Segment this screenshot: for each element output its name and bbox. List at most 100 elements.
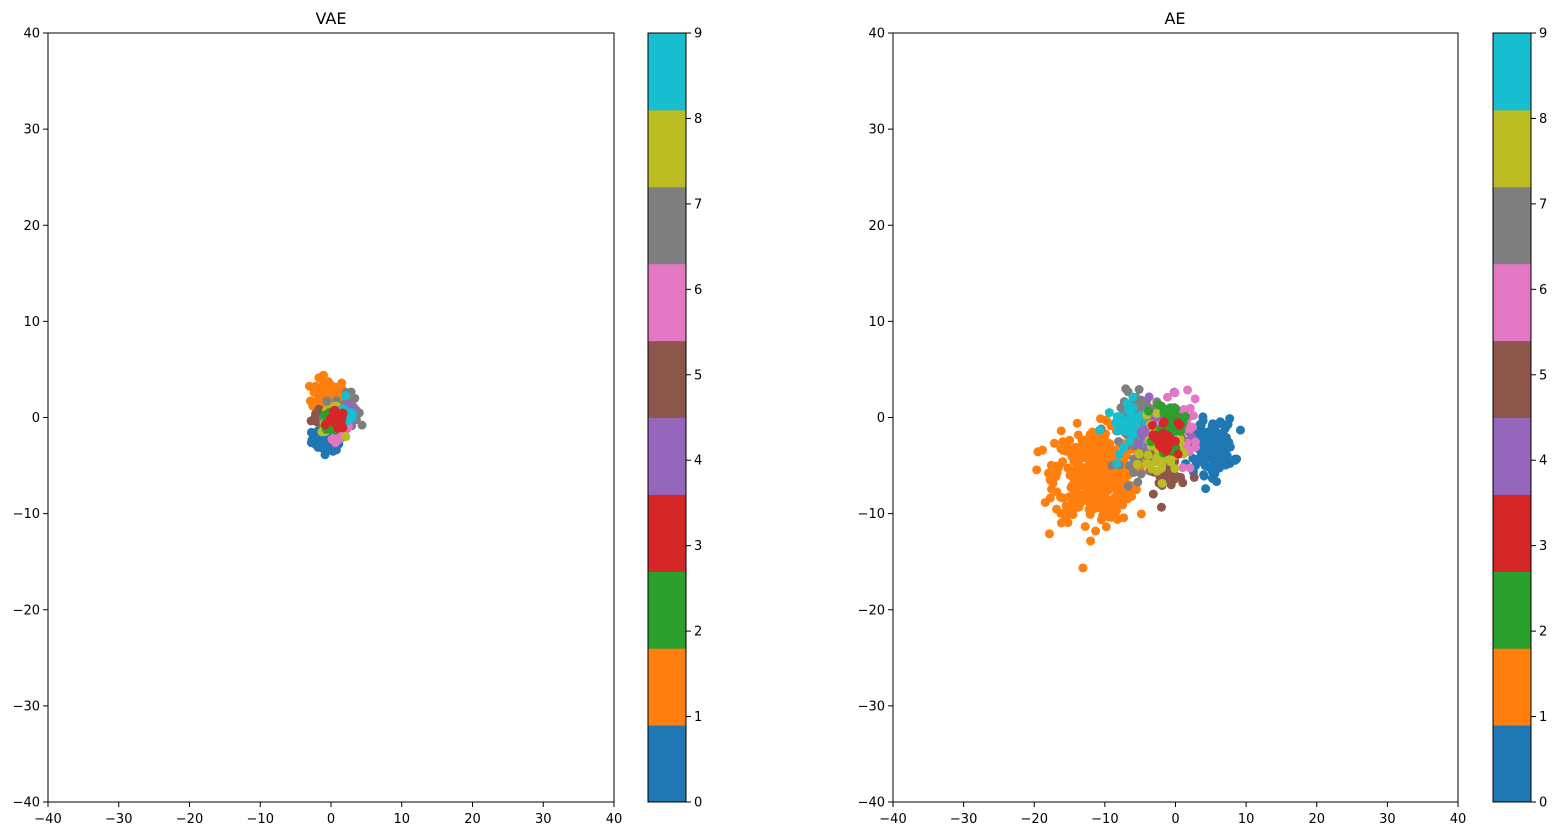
ae-x-tick-label: 30 [1379, 812, 1396, 827]
ae-point-class-1 [1112, 496, 1122, 506]
ae-colorbar-tick-label: 9 [1539, 27, 1547, 42]
ae-point-class-9 [1128, 429, 1138, 439]
ae-point-class-1 [1119, 513, 1129, 523]
vae-point-class-1 [304, 381, 314, 391]
vae-colorbar-segment-4 [648, 417, 686, 495]
ae-point-class-0 [1223, 419, 1233, 429]
ae-point-class-8 [1134, 449, 1144, 459]
ae-colorbar-segment-0 [1493, 725, 1531, 803]
vae-point-class-8 [341, 432, 351, 442]
ae-colorbar-tick-label: 5 [1539, 368, 1547, 383]
ae-point-class-6 [1170, 388, 1180, 398]
ae-point-class-1 [1100, 490, 1110, 500]
vae-point-class-1 [314, 373, 324, 383]
ae-point-class-6 [1178, 463, 1188, 473]
vae-colorbar-tick-label: 3 [694, 539, 702, 554]
ae-point-class-1 [1099, 446, 1109, 456]
ae-y-tick-label: 0 [877, 411, 885, 426]
ae-point-class-5 [1169, 474, 1179, 484]
ae-point-class-1 [1066, 482, 1076, 492]
vae-scatter-panel: VAE −40 −30 −20 −10 0 10 20 30 40 −40−30−20−1001… [13, 9, 703, 827]
vae-colorbar-segment-3 [648, 494, 686, 572]
ae-y-tick-label: 40 [868, 27, 885, 42]
ae-point-class-0 [1216, 453, 1226, 463]
ae-point-class-0 [1199, 470, 1209, 480]
vae-colorbar-tick-label: 1 [694, 710, 702, 725]
ae-point-class-6 [1190, 394, 1200, 404]
ae-point-class-1 [1065, 470, 1075, 480]
vae-x-tick-label: 20 [464, 812, 481, 827]
ae-colorbar-tick-label: 7 [1539, 197, 1547, 212]
ae-point-class-9 [1114, 449, 1124, 459]
ae-y-tick-label: −10 [858, 507, 885, 522]
vae-colorbar-segment-8 [648, 109, 686, 188]
ae-point-class-0 [1211, 434, 1221, 444]
vae-point-class-3 [330, 410, 340, 420]
vae-colorbar-segment-0 [648, 725, 686, 803]
vae-colorbar-tick-label: 8 [694, 112, 702, 127]
ae-point-class-3 [1162, 445, 1172, 455]
ae-point-class-1 [1058, 457, 1068, 467]
ae-colorbar-tick-label: 1 [1539, 710, 1547, 725]
vae-point-class-7 [357, 420, 367, 430]
ae-point-class-9 [1123, 405, 1133, 415]
ae-point-class-2 [1144, 406, 1154, 416]
ae-point-class-1 [1056, 426, 1066, 436]
ae-point-class-1 [1049, 438, 1059, 448]
ae-point-class-8 [1147, 464, 1157, 474]
ae-y-axis: −40 −30 −20 −10 0 10 20 30 40 [858, 27, 893, 811]
ae-point-class-4 [1140, 425, 1150, 435]
ae-point-class-1 [1065, 435, 1075, 445]
ae-point-class-5 [1148, 489, 1158, 499]
ae-point-class-3 [1173, 449, 1183, 459]
ae-point-class-7 [1134, 385, 1144, 394]
ae-point-class-6 [1185, 463, 1195, 473]
ae-x-tick-label: −30 [950, 812, 977, 827]
ae-point-class-1 [1038, 445, 1048, 455]
vae-colorbar-tick-label: 2 [694, 625, 702, 640]
ae-point-class-0 [1197, 456, 1207, 466]
ae-point-class-1 [1064, 492, 1074, 502]
ae-point-class-5 [1178, 478, 1188, 488]
ae-point-class-1 [1078, 563, 1088, 573]
ae-x-axis: −40 −30 −20 −10 0 10 20 30 40 [879, 802, 1466, 827]
ae-colorbar-tick-label: 0 [1539, 796, 1547, 811]
vae-x-axis: −40 −30 −20 −10 0 10 20 30 40 [34, 802, 622, 827]
ae-point-class-3 [1170, 436, 1180, 446]
ae-point-class-1 [1044, 529, 1054, 539]
ae-colorbar-segment-6 [1493, 263, 1531, 342]
ae-x-tick-label: 40 [1450, 812, 1467, 827]
vae-colorbar-segment-5 [648, 340, 686, 418]
ae-colorbar-segment-9 [1493, 33, 1531, 111]
ae-point-class-3 [1175, 420, 1185, 430]
vae-title: VAE [316, 9, 347, 28]
ae-point-class-0 [1201, 440, 1211, 450]
ae-point-class-3 [1147, 420, 1157, 430]
ae-x-tick-label: −10 [1091, 812, 1118, 827]
vae-y-tick-label: −10 [13, 507, 40, 522]
ae-x-tick-label: −40 [879, 812, 906, 827]
ae-point-class-5 [1189, 472, 1199, 482]
ae-point-class-1 [1096, 515, 1106, 525]
ae-x-tick-label: −20 [1021, 812, 1048, 827]
ae-point-class-1 [1091, 440, 1101, 450]
vae-y-axis: −40 −30 −20 −10 0 10 20 30 40 [13, 27, 48, 811]
ae-x-tick-label: 20 [1308, 812, 1325, 827]
vae-point-class-9 [340, 391, 350, 401]
ae-point-class-5 [1156, 502, 1166, 512]
vae-point-class-1 [327, 384, 337, 394]
ae-point-class-0 [1204, 448, 1214, 458]
ae-point-class-1 [1046, 460, 1056, 470]
ae-point-class-1 [1052, 504, 1062, 514]
ae-point-class-9 [1095, 425, 1105, 435]
vae-colorbar-segment-2 [648, 571, 686, 649]
ae-point-class-6 [1163, 392, 1173, 402]
vae-colorbar-frame [647, 32, 687, 803]
ae-point-class-7 [1136, 469, 1146, 479]
ae-point-class-9 [1122, 417, 1132, 427]
ae-point-class-1 [1087, 505, 1097, 515]
ae-point-class-8 [1152, 408, 1162, 418]
ae-point-class-1 [1076, 491, 1086, 501]
vae-point-class-0 [306, 427, 316, 437]
